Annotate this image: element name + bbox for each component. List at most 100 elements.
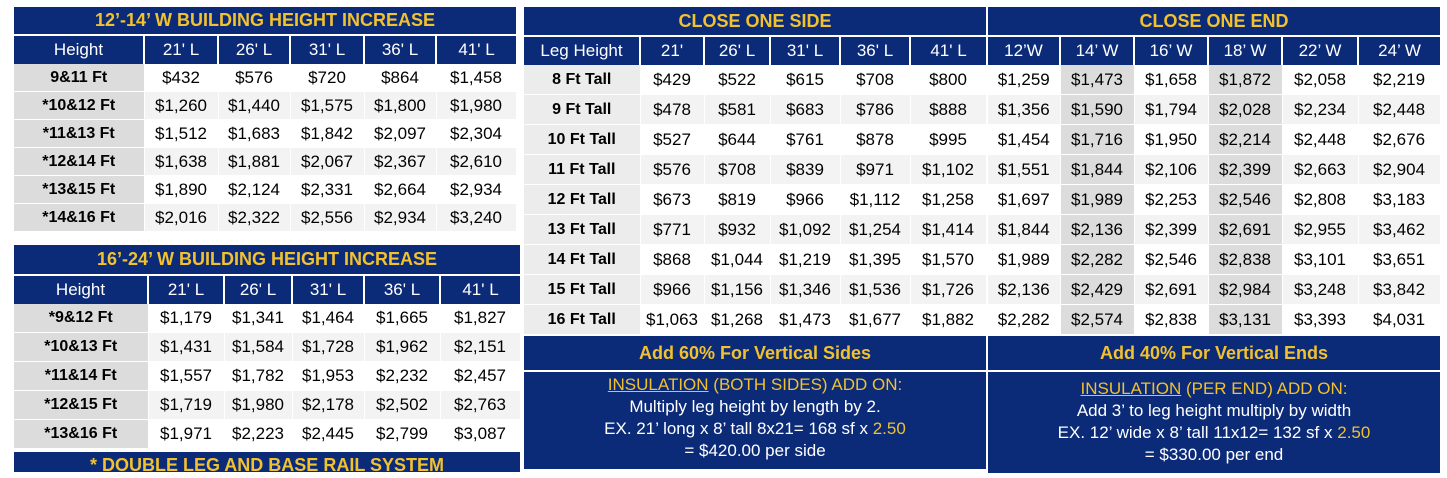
table-row: 16 Ft Tall $1,063 $1,268 $1,473 $1,677 $1,882: [524, 304, 987, 335]
price-cell: $2,502: [364, 390, 441, 420]
price-cell: $2,556: [290, 203, 365, 232]
price-cell: $2,304: [436, 119, 517, 148]
price-cell: $1,716: [1060, 124, 1135, 155]
side-insulation-box: INSULATION (BOTH SIDES) ADD ON: Multiply…: [524, 372, 986, 469]
price-cell: $2,934: [364, 203, 437, 232]
price-cell: $1,683: [218, 119, 291, 148]
price-cell: $522: [704, 65, 771, 95]
price-cell: $1,551: [988, 154, 1061, 185]
price-cell: $576: [640, 154, 705, 185]
price-cell: $1,590: [1060, 94, 1135, 125]
price-cell: $2,282: [988, 304, 1061, 335]
price-cell: $720: [290, 64, 365, 92]
price-cell: $1,464: [292, 304, 365, 333]
price-cell: $2,448: [1358, 94, 1441, 125]
price-cell: $615: [770, 65, 841, 95]
price-cell: $478: [640, 94, 705, 125]
price-cell: $2,178: [292, 390, 365, 420]
column-header: Height: [14, 274, 149, 304]
price-cell: $2,691: [1208, 214, 1283, 245]
price-cell: $3,087: [440, 419, 521, 449]
price-cell: $1,872: [1208, 65, 1283, 95]
price-cell: $3,651: [1358, 244, 1441, 275]
insulation-line: Multiply leg height by length by 2.: [629, 397, 881, 416]
price-cell: $1,259: [988, 65, 1061, 95]
price-cell: $2,028: [1208, 94, 1283, 125]
column-header: Leg Height: [524, 35, 641, 65]
price-cell: $1,989: [988, 244, 1061, 275]
price-cell: $2,691: [1134, 274, 1209, 305]
insulation-result: = $420.00 per side: [684, 441, 826, 460]
price-cell: $2,934: [436, 175, 517, 204]
price-cell: $2,282: [1060, 244, 1135, 275]
price-cell: $786: [840, 94, 911, 125]
price-cell: $3,131: [1208, 304, 1283, 335]
price-cell: $644: [704, 124, 771, 155]
price-cell: $878: [840, 124, 911, 155]
row-label: *12&15 Ft: [14, 390, 149, 420]
price-cell: $2,429: [1060, 274, 1135, 305]
table-row: *11&14 Ft $1,557 $1,782 $1,953 $2,232 $2,457: [14, 361, 521, 391]
price-cell: $2,097: [364, 119, 437, 148]
price-cell: $1,414: [910, 214, 987, 245]
table-row: *13&16 Ft $1,971 $2,223 $2,445 $2,799 $3,087: [14, 419, 521, 449]
insulation-heading: INSULATION (PER END) ADD ON:: [1080, 379, 1348, 398]
price-cell: $1,842: [290, 119, 365, 148]
table-row: $2,282 $2,574 $2,838 $3,131 $3,393 $4,031: [988, 304, 1441, 335]
row-label: 13 Ft Tall: [524, 214, 641, 245]
table-row: $2,136 $2,429 $2,691 $2,984 $3,248 $3,842: [988, 274, 1441, 305]
table-row: *9&12 Ft $1,179 $1,341 $1,464 $1,665 $1,827: [14, 304, 521, 333]
price-cell: $1,112: [840, 184, 911, 215]
column-header: 26' L: [704, 35, 771, 65]
column-header: 24’ W: [1358, 35, 1441, 65]
price-cell: $2,663: [1282, 154, 1359, 185]
price-cell: $1,575: [290, 91, 365, 120]
price-cell: $708: [840, 65, 911, 95]
insulation-heading: INSULATION (BOTH SIDES) ADD ON:: [607, 375, 903, 394]
price-cell: $1,638: [144, 147, 219, 176]
row-label: *13&16 Ft: [14, 419, 149, 449]
price-cell: $1,827: [440, 304, 521, 333]
row-label: *9&12 Ft: [14, 304, 149, 333]
price-cell: $3,462: [1358, 214, 1441, 245]
table-row: 9&11 Ft $432 $576 $720 $864 $1,458: [14, 64, 517, 92]
price-cell: $2,610: [436, 147, 517, 176]
price-cell: $1,726: [910, 274, 987, 305]
price-cell: $1,156: [704, 274, 771, 305]
price-cell: $1,971: [148, 419, 225, 449]
table-row: $1,454 $1,716 $1,950 $2,214 $2,448 $2,676: [988, 124, 1441, 155]
price-cell: $2,058: [1282, 65, 1359, 95]
row-label: *11&13 Ft: [14, 119, 145, 148]
price-cell: $1,697: [988, 184, 1061, 215]
price-cell: $1,950: [1134, 124, 1209, 155]
column-header: Height: [14, 34, 145, 64]
column-header: 26' L: [224, 274, 293, 304]
price-cell: $1,536: [840, 274, 911, 305]
price-cell: $2,253: [1134, 184, 1209, 215]
table-row: *10&13 Ft $1,431 $1,584 $1,728 $1,962 $2,151: [14, 332, 521, 362]
price-cell: $761: [770, 124, 841, 155]
table-row: 15 Ft Tall $966 $1,156 $1,346 $1,536 $1,726: [524, 274, 987, 305]
price-cell: $995: [910, 124, 987, 155]
price-cell: $576: [218, 64, 291, 92]
row-label: 15 Ft Tall: [524, 274, 641, 305]
price-cell: $1,989: [1060, 184, 1135, 215]
price-cell: $2,984: [1208, 274, 1283, 305]
price-cell: $708: [704, 154, 771, 185]
price-cell: $2,676: [1358, 124, 1441, 155]
table-row: 8 Ft Tall $429 $522 $615 $708 $800: [524, 65, 987, 95]
table-12-14-height-increase: 12’-14’ W BUILDING HEIGHT INCREASE Heigh…: [14, 7, 517, 232]
price-cell: $2,331: [290, 175, 365, 204]
price-cell: $1,677: [840, 304, 911, 335]
row-label: 8 Ft Tall: [524, 65, 641, 95]
price-cell: $1,557: [148, 361, 225, 391]
price-cell: $2,214: [1208, 124, 1283, 155]
row-label: *10&13 Ft: [14, 332, 149, 362]
row-label: 16 Ft Tall: [524, 304, 641, 335]
price-cell: $1,395: [840, 244, 911, 275]
column-header: 16’ W: [1134, 35, 1209, 65]
row-label: *12&14 Ft: [14, 147, 145, 176]
price-cell: $1,665: [364, 304, 441, 333]
price-cell: $1,341: [224, 304, 293, 333]
price-cell: $2,124: [218, 175, 291, 204]
